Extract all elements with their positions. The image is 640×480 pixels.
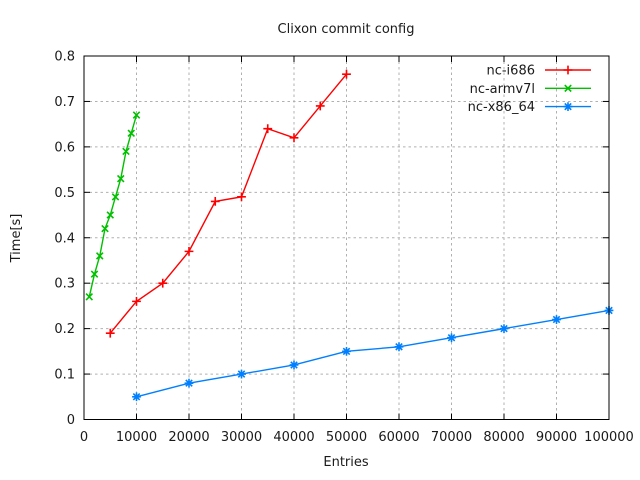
y-tick-label: 0.8 (54, 50, 75, 65)
x-tick-label: 80000 (483, 430, 524, 445)
data-point-marker (90, 270, 99, 278)
data-point-marker (132, 296, 141, 306)
data-point-marker (342, 346, 351, 356)
y-axis-label: Time[s] (9, 214, 24, 264)
data-point-marker (315, 101, 325, 111)
y-tick-label: 0.2 (54, 322, 75, 337)
data-point-marker (394, 342, 404, 352)
legend-label: nc-x86_64 (468, 100, 535, 115)
y-tick-label: 0.7 (54, 95, 75, 110)
legend-marker (563, 65, 573, 75)
data-point-marker (106, 211, 115, 219)
legend: nc-i686 nc-armv7l nc-x86_64 (468, 64, 591, 115)
legend-marker (564, 84, 572, 93)
data-point-marker (132, 111, 141, 119)
data-point-marker (158, 278, 168, 288)
x-tick-label: 40000 (273, 430, 314, 445)
x-tick-label: 60000 (378, 430, 419, 445)
series-line (88, 114, 138, 297)
data-point-marker (95, 252, 104, 260)
series-nc-x86_64 (132, 306, 614, 402)
legend-label: nc-armv7l (470, 82, 535, 97)
series-line (109, 73, 348, 334)
x-tick-label: 50000 (326, 430, 367, 445)
data-point-marker (237, 369, 246, 379)
data-point-marker (210, 197, 220, 206)
data-point-marker (127, 129, 136, 138)
data-point-marker (342, 69, 351, 79)
y-tick-label: 0.4 (54, 231, 75, 246)
axes-border (83, 55, 610, 420)
data-point-marker (237, 192, 246, 202)
data-point-marker (499, 324, 509, 334)
y-tick-label: 0.3 (54, 277, 75, 292)
x-tick-label: 10000 (116, 430, 157, 445)
tick-labels: 0 10000 20000 30000 40000 50000 60000 70000 8000… (54, 50, 634, 446)
plot-series (85, 69, 614, 402)
x-tick-label: 70000 (431, 430, 472, 445)
data-point-marker (101, 224, 109, 233)
series-nc-armv7l (85, 111, 141, 301)
x-tick-label: 100000 (584, 430, 634, 445)
x-axis-label: Entries (323, 455, 369, 470)
chart-title: Clixon commit config (278, 22, 415, 37)
series-nc-i686 (105, 69, 351, 338)
data-point-marker (105, 328, 115, 338)
data-point-marker (122, 147, 130, 156)
x-tick-label: 0 (80, 430, 88, 445)
x-tick-label: 90000 (536, 430, 577, 445)
y-tick-label: 0.1 (54, 368, 75, 383)
data-point-marker (184, 246, 194, 256)
data-point-marker (116, 174, 125, 183)
data-point-marker (85, 293, 94, 301)
series-line (136, 309, 610, 398)
y-tick-label: 0 (67, 413, 75, 428)
legend-label: nc-i686 (486, 64, 535, 79)
data-point-marker (184, 378, 194, 388)
x-tick-label: 30000 (221, 430, 262, 445)
x-tick-label: 20000 (168, 430, 209, 445)
data-point-marker (552, 315, 561, 324)
y-tick-label: 0.5 (54, 186, 75, 201)
legend-entry-nc-x86_64: nc-x86_64 (468, 100, 591, 115)
legend-entry-nc-armv7l: nc-armv7l (470, 82, 591, 97)
y-tick-label: 0.6 (54, 140, 75, 155)
data-point-marker (263, 124, 273, 134)
data-point-marker (289, 360, 299, 370)
data-point-marker (111, 193, 120, 201)
legend-marker (563, 102, 573, 111)
data-point-marker (132, 392, 141, 402)
data-point-marker (447, 333, 456, 343)
legend-entry-nc-i686: nc-i686 (486, 64, 591, 79)
data-point-marker (289, 133, 299, 143)
